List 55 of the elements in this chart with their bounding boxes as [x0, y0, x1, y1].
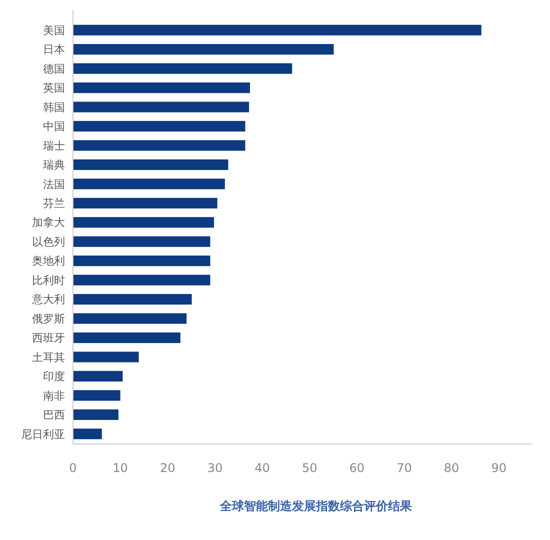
y-tick-label: 中国	[43, 120, 65, 134]
x-tick-label: 10	[112, 461, 128, 475]
bar	[73, 178, 225, 190]
y-tick-label: 芬兰	[43, 197, 65, 210]
bar	[73, 390, 120, 401]
y-tick-label: 英国	[43, 82, 65, 95]
bar	[73, 198, 218, 208]
bar	[73, 24, 482, 36]
bar	[73, 313, 187, 324]
y-tick-label: 意大利	[31, 293, 65, 306]
x-axis-title: 全球智能制造发展指数综合评价结果	[218, 499, 413, 513]
x-tick-label: 40	[254, 461, 270, 475]
bar	[73, 217, 214, 228]
bar	[73, 370, 123, 382]
bar	[73, 44, 334, 55]
y-tick-label: 俄罗斯	[32, 312, 65, 326]
y-tick-label: 韩国	[43, 100, 65, 114]
y-tick-label: 瑞典	[43, 158, 65, 172]
y-tick-label: 法国	[43, 178, 65, 191]
x-tick-label: 50	[302, 461, 318, 475]
bar	[73, 120, 246, 132]
y-tick-label: 日本	[43, 43, 65, 56]
y-tick-label: 德国	[43, 62, 65, 76]
y-tick-label: 尼日利亚	[21, 428, 65, 441]
y-tick-label: 南非	[43, 389, 65, 402]
y-tick-label: 西班牙	[32, 332, 65, 345]
y-tick-label: 奥地利	[32, 254, 65, 268]
bar	[73, 102, 250, 112]
x-tick-label: 0	[69, 461, 77, 475]
bar	[73, 63, 292, 74]
bar	[73, 294, 192, 305]
y-tick-label: 比利时	[32, 274, 65, 287]
y-tick-label: 土耳其	[32, 350, 65, 364]
bar	[73, 159, 228, 170]
x-tick-label: 30	[207, 461, 223, 475]
y-tick-label: 加拿大	[32, 216, 65, 230]
bar	[73, 352, 139, 362]
y-tick-label: 印度	[43, 370, 65, 384]
bar	[73, 140, 246, 151]
bar	[73, 409, 118, 420]
x-tick-label: 20	[160, 461, 176, 475]
bar	[73, 236, 210, 247]
x-tick-label: 90	[491, 461, 507, 475]
x-tick-label: 60	[349, 461, 365, 475]
x-tick-label: 80	[444, 461, 460, 475]
y-tick-label: 瑞士	[43, 139, 65, 152]
bar	[73, 256, 210, 266]
bar	[73, 332, 180, 344]
y-tick-label: 巴西	[43, 408, 65, 422]
bar	[73, 82, 250, 94]
x-tick-label: 70	[396, 461, 412, 475]
bar	[73, 428, 102, 440]
bar	[73, 274, 210, 286]
y-tick-label: 美国	[43, 24, 65, 37]
y-tick-label: 以色列	[32, 235, 65, 248]
